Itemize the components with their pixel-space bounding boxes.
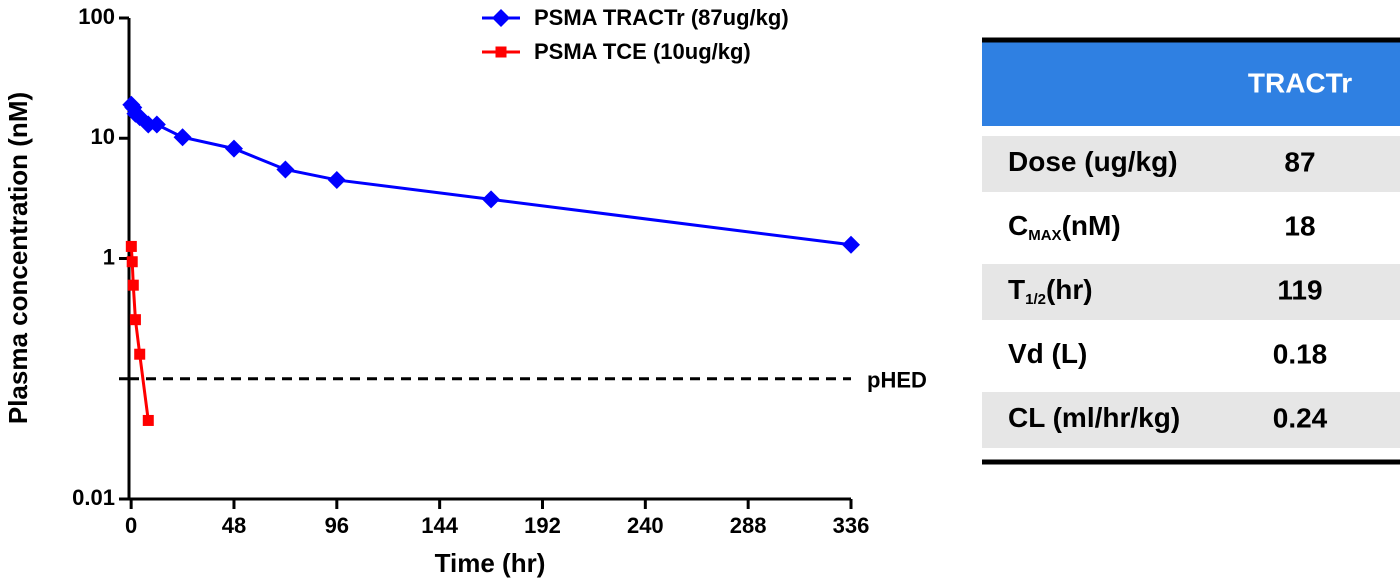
series-line <box>129 246 150 421</box>
data-point <box>125 240 137 252</box>
table-row-bg <box>982 264 1400 320</box>
data-point <box>142 414 154 426</box>
table-header: TRACTr <box>1248 67 1352 98</box>
row-label: Vd (L) <box>1008 338 1087 369</box>
data-point <box>224 139 243 158</box>
x-tick-label: 48 <box>222 513 246 538</box>
data-point <box>126 256 138 268</box>
data-point <box>173 128 192 147</box>
x-tick-label: 336 <box>833 513 870 538</box>
row-value: 87 <box>1284 146 1315 177</box>
row-label-part: (nM) <box>1062 210 1121 241</box>
legend-marker <box>492 9 510 27</box>
y-tick-label: 10 <box>91 124 115 149</box>
data-point <box>129 314 141 326</box>
data-point <box>134 348 146 360</box>
x-tick-label: 0 <box>125 513 137 538</box>
row-label: T1/2(hr) <box>1008 274 1093 308</box>
row-label: CMAX(nM) <box>1008 210 1121 244</box>
row-label-part: CL (ml/hr/kg) <box>1008 402 1180 433</box>
data-point <box>127 279 139 291</box>
row-label-part: MAX <box>1028 227 1061 244</box>
row-value: 18 <box>1284 210 1315 241</box>
y-tick-label: 1 <box>103 244 115 269</box>
data-point <box>482 190 501 209</box>
x-tick-label: 288 <box>730 513 767 538</box>
reference-label: pHED <box>867 368 927 393</box>
row-label-part: Dose (ug/kg) <box>1008 146 1178 177</box>
row-value: 119 <box>1277 274 1322 305</box>
table-row-bg <box>982 136 1400 192</box>
y-axis-label: Plasma concentration (nM) <box>3 92 33 424</box>
legend-marker <box>495 46 507 58</box>
row-value: 0.24 <box>1273 402 1328 433</box>
series-line <box>130 103 852 247</box>
table-header-bg <box>982 40 1400 126</box>
data-point <box>276 160 295 179</box>
row-label-part: (hr) <box>1046 274 1093 305</box>
row-value: 0.18 <box>1273 338 1328 369</box>
x-axis-label: Time (hr) <box>435 548 546 578</box>
legend-label: PSMA TRACTr (87ug/kg) <box>534 5 789 30</box>
data-point <box>842 235 860 254</box>
data-point <box>147 115 166 134</box>
row-label-part: Vd (L) <box>1008 338 1087 369</box>
row-label: CL (ml/hr/kg) <box>1008 402 1180 433</box>
x-tick-label: 144 <box>421 513 458 538</box>
data-point <box>327 170 346 189</box>
legend-label: PSMA TCE (10ug/kg) <box>534 39 751 64</box>
x-tick-label: 96 <box>325 513 349 538</box>
table-row-bg <box>982 392 1400 448</box>
row-label-part: C <box>1008 210 1028 241</box>
x-tick-label: 192 <box>524 513 561 538</box>
row-label-part: T <box>1008 274 1025 305</box>
y-tick-label: 100 <box>78 4 115 29</box>
x-tick-label: 240 <box>627 513 664 538</box>
y-tick-label: 0.01 <box>72 485 115 510</box>
row-label-part: 1/2 <box>1025 291 1046 308</box>
row-label: Dose (ug/kg) <box>1008 146 1178 177</box>
